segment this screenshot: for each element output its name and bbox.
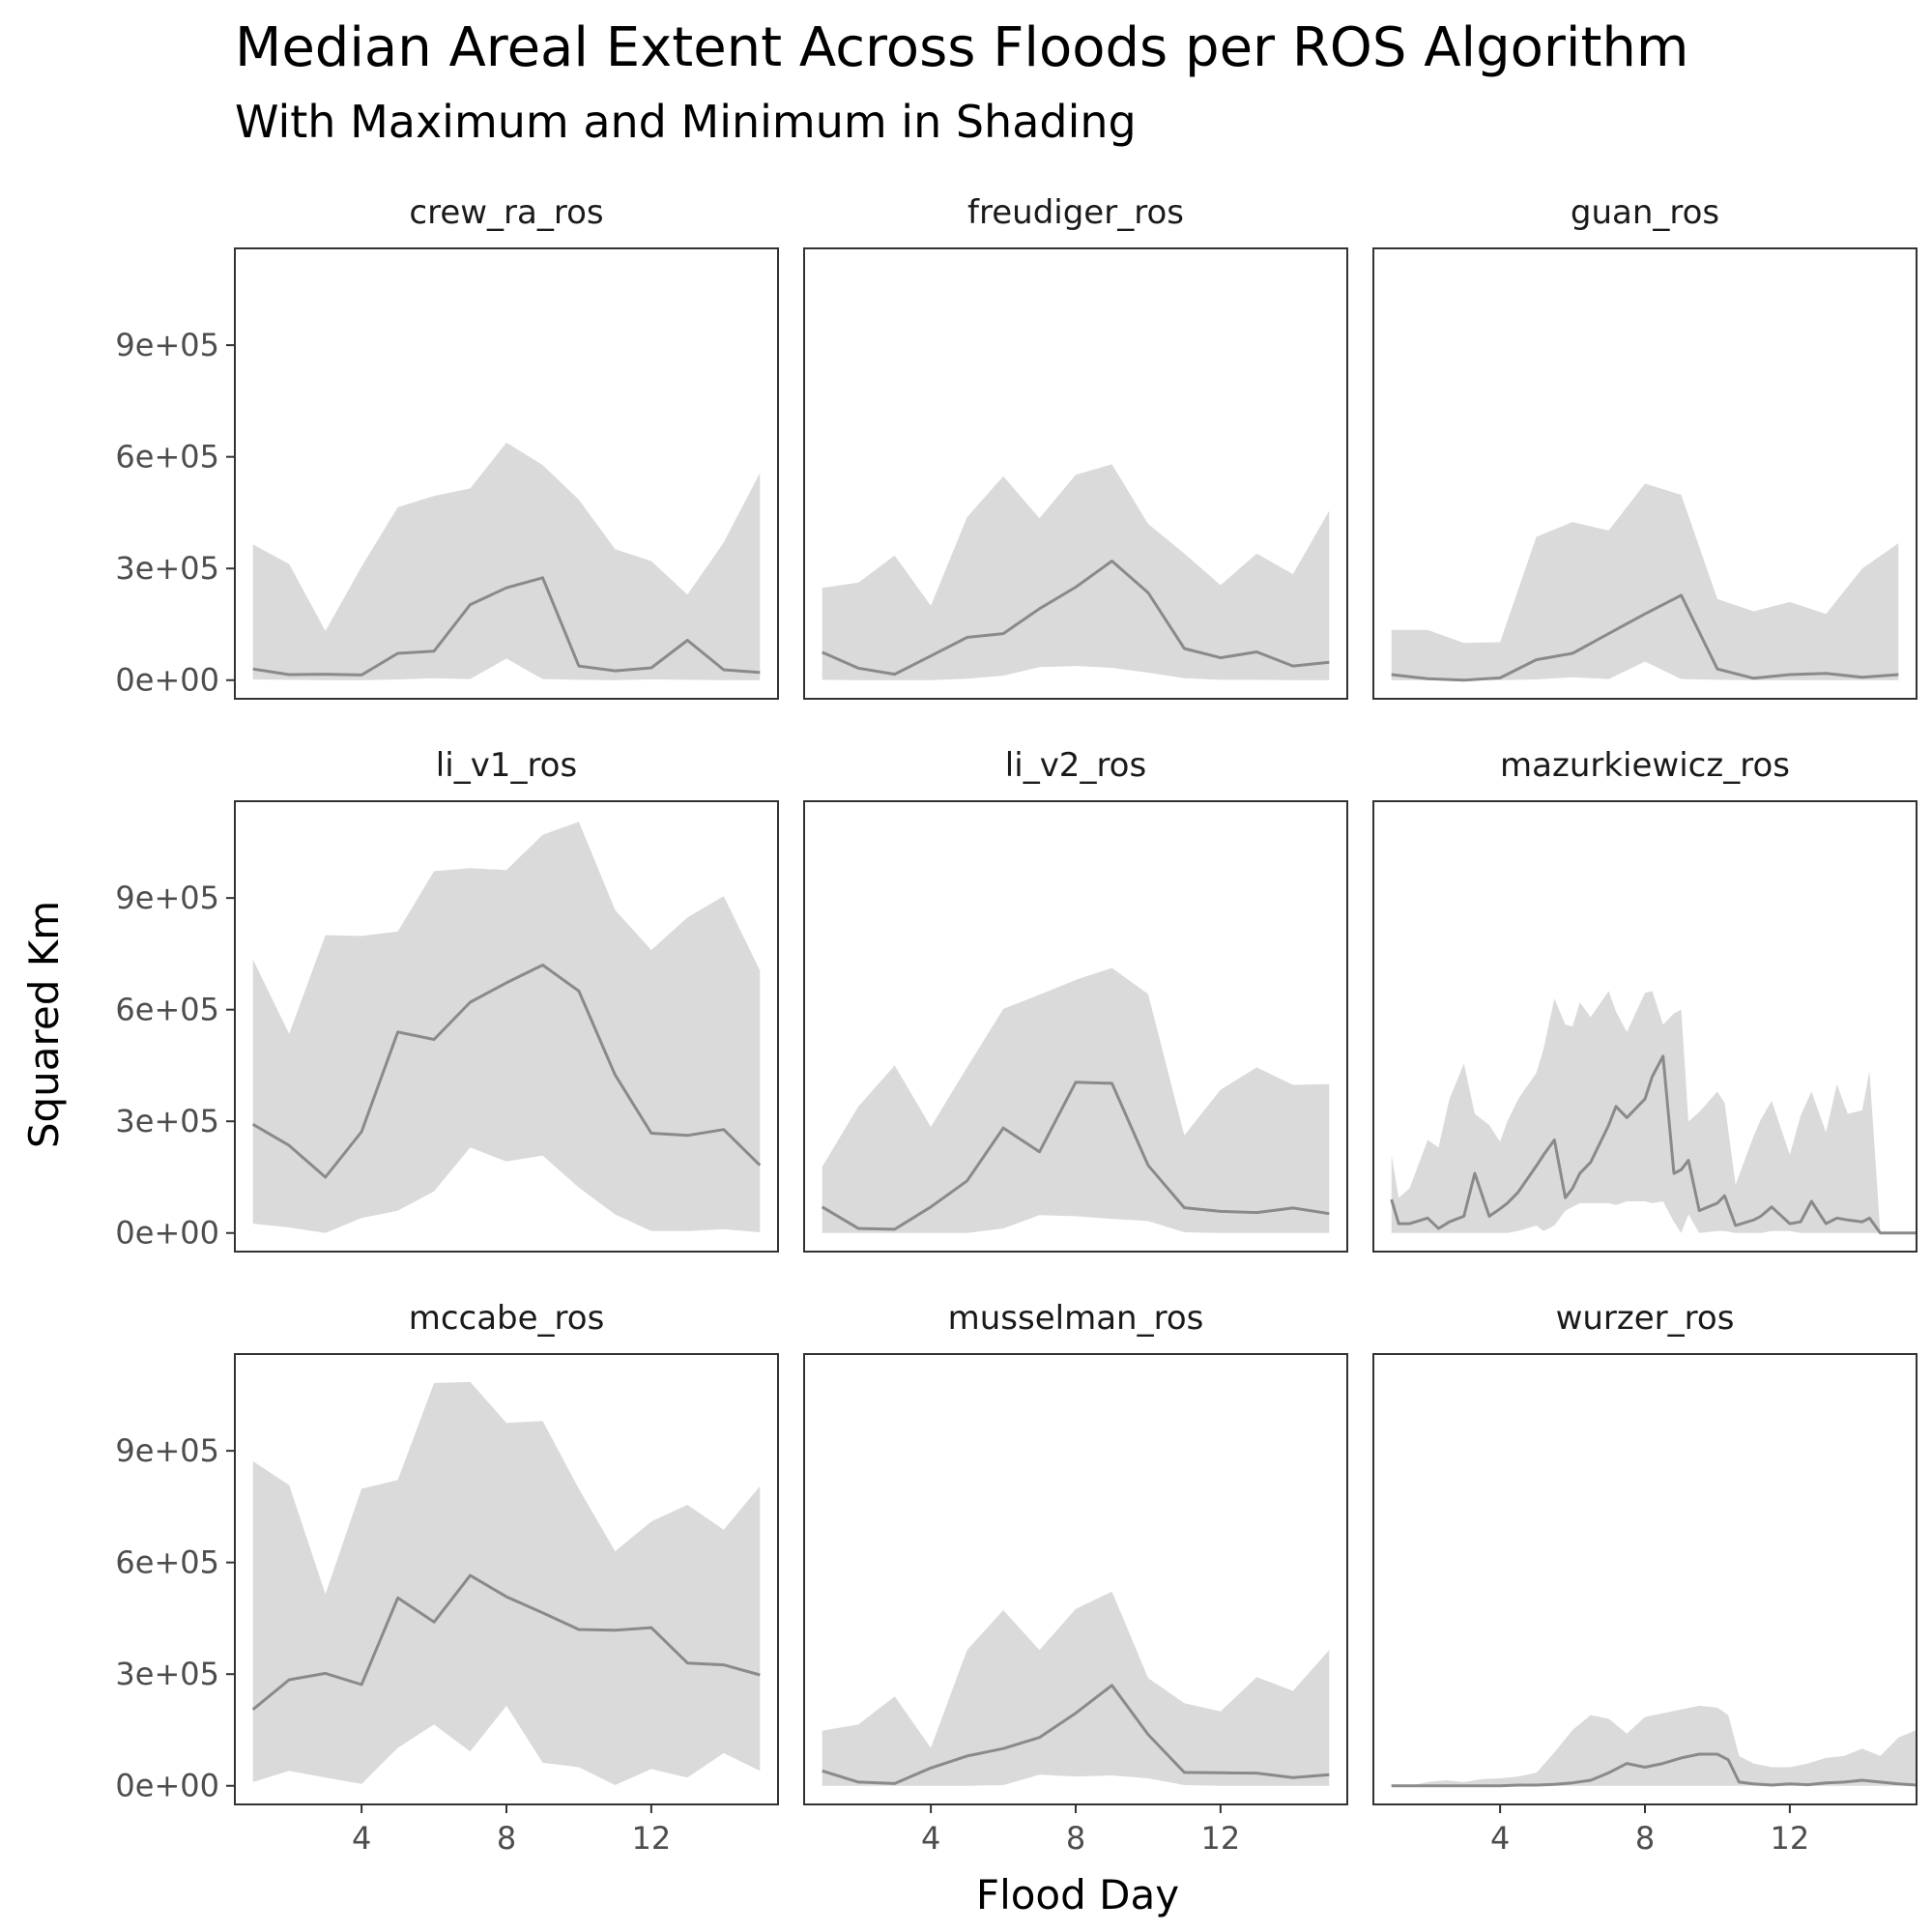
panel-border — [234, 247, 779, 700]
min-max-ribbon — [1391, 1705, 1917, 1786]
facet-strip-label: guan_ros — [1571, 193, 1719, 232]
y-tick-label: 3e+05 — [115, 550, 219, 587]
facet-strip-label: li_v2_ros — [1005, 746, 1146, 785]
facet-panel-crew_ra_ros: crew_ra_ros 0e+00 3e+05 6e+05 9e+05 — [115, 193, 779, 700]
facet-panel-mccabe_ros: mccabe_ros 0e+00 3e+05 6e+05 9e+05 4 8 12 — [115, 1299, 779, 1857]
median-line — [822, 560, 1330, 677]
facet-strip-label: musselman_ros — [948, 1299, 1204, 1338]
y-tick-label: 3e+05 — [115, 1103, 219, 1139]
facet-panel-mazurkiewicz_ros: mazurkiewicz_ros — [1372, 746, 1918, 1253]
x-tick-label: 8 — [1066, 1820, 1085, 1857]
panel-border — [1372, 247, 1918, 700]
min-max-ribbon — [822, 464, 1330, 680]
x-tick-label: 8 — [1635, 1820, 1655, 1857]
facet-strip-label: li_v1_ros — [436, 746, 577, 785]
facet-strip-label: freudiger_ros — [967, 193, 1184, 232]
median-line — [821, 1081, 1330, 1231]
facet-panel-li_v2_ros: li_v2_ros — [803, 746, 1348, 1253]
min-max-ribbon — [1391, 991, 1917, 1233]
facet-panel-li_v1_ros: li_v1_ros 0e+00 3e+05 6e+05 9e+05 — [115, 746, 779, 1253]
median-line — [1391, 593, 1899, 682]
x-tick-label: 4 — [921, 1820, 940, 1857]
x-tick-label: 4 — [1490, 1820, 1510, 1857]
median-line — [1390, 1054, 1917, 1235]
min-max-ribbon — [252, 443, 761, 680]
y-tick-label: 6e+05 — [115, 439, 219, 476]
x-axis-label: Flood Day — [976, 1871, 1179, 1918]
y-tick-label: 0e+00 — [115, 662, 219, 699]
median-line — [1391, 1752, 1918, 1788]
y-tick-label: 0e+00 — [115, 1215, 219, 1252]
x-tick-label: 4 — [352, 1820, 371, 1857]
facet-panel-freudiger_ros: freudiger_ros — [803, 193, 1348, 700]
panel-border — [803, 800, 1348, 1253]
facet-strip-label: mccabe_ros — [409, 1299, 605, 1338]
min-max-ribbon — [822, 967, 1330, 1233]
panel-border — [1372, 800, 1918, 1253]
median-line — [822, 1684, 1330, 1785]
x-tick-label: 8 — [497, 1820, 516, 1857]
y-axis-label: Squared Km — [20, 901, 68, 1148]
min-max-ribbon — [1391, 483, 1899, 680]
x-tick-label: 12 — [1771, 1820, 1810, 1857]
facet-panel-guan_ros: guan_ros — [1372, 193, 1918, 700]
y-tick-label: 6e+05 — [115, 1544, 219, 1581]
y-tick-label: 6e+05 — [115, 992, 219, 1028]
x-tick-label: 12 — [632, 1820, 672, 1857]
facet-panels: crew_ra_ros 0e+00 3e+05 6e+05 9e+05 freudiger… — [115, 193, 1918, 1857]
facet-panel-musselman_ros: musselman_ros 4 8 12 — [803, 1299, 1348, 1857]
facet-panel-wurzer_ros: wurzer_ros 4 8 12 — [1372, 1299, 1918, 1857]
y-tick-label: 9e+05 — [115, 327, 219, 363]
y-tick-label: 3e+05 — [115, 1656, 219, 1692]
chart-title: Median Areal Extent Across Floods per RO… — [235, 16, 1688, 79]
panel-border — [234, 800, 779, 1253]
facet-strip-label: crew_ra_ros — [409, 193, 603, 232]
median-line — [251, 1573, 761, 1711]
y-tick-label: 9e+05 — [115, 1432, 219, 1469]
y-tick-label: 9e+05 — [115, 879, 219, 916]
x-tick-label: 12 — [1201, 1820, 1241, 1857]
chart-subtitle: With Maximum and Minimum in Shading — [235, 96, 1137, 148]
panel-border — [803, 247, 1348, 700]
median-line — [251, 964, 762, 1179]
y-tick-label: 0e+00 — [115, 1768, 219, 1804]
facet-strip-label: mazurkiewicz_ros — [1500, 746, 1790, 785]
facet-strip-label: wurzer_ros — [1556, 1299, 1735, 1338]
min-max-ribbon — [252, 1381, 761, 1785]
median-line — [252, 576, 761, 677]
min-max-ribbon — [822, 1591, 1330, 1786]
min-max-ribbon — [252, 822, 761, 1233]
